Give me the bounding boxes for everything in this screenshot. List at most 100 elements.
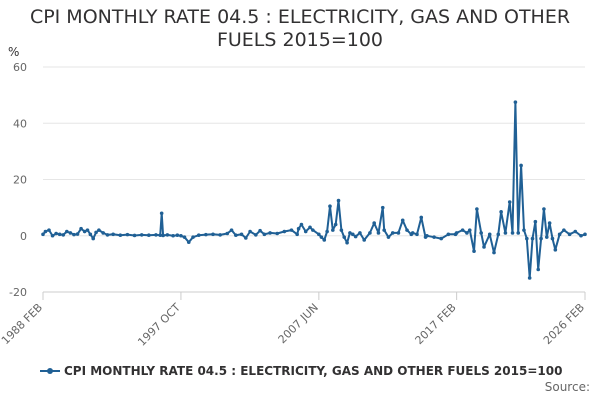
data-point[interactable] [345, 240, 349, 245]
data-point[interactable] [154, 233, 158, 237]
data-point[interactable] [91, 236, 96, 241]
data-point[interactable] [380, 205, 385, 210]
data-point[interactable] [368, 231, 372, 235]
data-point[interactable] [539, 236, 543, 241]
data-point[interactable] [204, 232, 208, 237]
data-point[interactable] [258, 228, 262, 233]
data-point[interactable] [111, 232, 115, 237]
data-point[interactable] [196, 233, 201, 237]
data-point[interactable] [295, 232, 299, 237]
data-point[interactable] [507, 200, 512, 204]
data-point[interactable] [248, 229, 252, 234]
data-point[interactable] [191, 235, 195, 239]
data-point[interactable] [533, 219, 538, 224]
data-point[interactable] [446, 232, 451, 237]
data-point[interactable] [562, 228, 566, 232]
data-point[interactable] [386, 235, 391, 239]
data-point[interactable] [125, 232, 130, 237]
data-point[interactable] [503, 231, 508, 235]
data-point[interactable] [165, 233, 170, 237]
data-point[interactable] [234, 233, 238, 237]
data-point[interactable] [317, 232, 321, 237]
data-point[interactable] [333, 222, 338, 227]
data-point[interactable] [492, 250, 496, 255]
data-point[interactable] [75, 232, 80, 236]
data-point[interactable] [567, 232, 572, 237]
data-point[interactable] [496, 232, 501, 237]
data-point[interactable] [97, 228, 101, 232]
data-point[interactable] [350, 232, 355, 237]
data-point[interactable] [400, 218, 405, 223]
data-point[interactable] [472, 249, 476, 254]
data-point[interactable] [179, 233, 183, 238]
data-point[interactable] [147, 233, 151, 237]
data-point[interactable] [262, 232, 267, 237]
data-point[interactable] [186, 240, 191, 245]
data-point[interactable] [527, 276, 532, 280]
data-point[interactable] [336, 198, 341, 203]
data-point[interactable] [553, 248, 558, 252]
data-point[interactable] [530, 236, 535, 241]
data-point[interactable] [439, 236, 444, 241]
data-point[interactable] [396, 231, 401, 235]
legend[interactable]: CPI MONTHLY RATE 04.5 : ELECTRICITY, GAS… [40, 364, 562, 378]
data-point[interactable] [85, 228, 90, 232]
data-point[interactable] [487, 232, 492, 237]
data-point[interactable] [525, 236, 529, 241]
data-point[interactable] [390, 231, 395, 235]
data-point[interactable] [465, 231, 469, 235]
data-point[interactable] [583, 232, 587, 237]
data-point[interactable] [516, 231, 521, 235]
data-point[interactable] [132, 233, 137, 238]
data-point[interactable] [557, 232, 562, 237]
data-point[interactable] [275, 231, 280, 236]
data-point[interactable] [579, 233, 583, 238]
data-point[interactable] [479, 231, 483, 235]
data-point[interactable] [342, 235, 347, 239]
data-point[interactable] [353, 234, 358, 239]
data-point[interactable] [118, 233, 123, 237]
data-point[interactable] [72, 232, 76, 237]
data-point[interactable] [519, 163, 523, 168]
data-point[interactable] [244, 236, 248, 240]
data-point[interactable] [372, 221, 376, 225]
data-point[interactable] [182, 235, 187, 239]
data-point[interactable] [311, 228, 315, 232]
data-point[interactable] [268, 231, 272, 235]
data-point[interactable] [542, 207, 546, 211]
data-point[interactable] [322, 238, 327, 242]
data-point[interactable] [325, 229, 329, 234]
data-point[interactable] [299, 222, 304, 227]
data-point[interactable] [68, 231, 73, 235]
data-point[interactable] [171, 233, 175, 238]
data-point[interactable] [82, 229, 87, 234]
data-point[interactable] [211, 232, 215, 237]
data-point[interactable] [175, 233, 180, 237]
data-point[interactable] [405, 228, 409, 232]
data-point[interactable] [225, 231, 230, 236]
data-point[interactable] [158, 233, 163, 237]
data-point[interactable] [159, 211, 164, 216]
data-point[interactable] [47, 228, 51, 232]
data-point[interactable] [61, 233, 66, 237]
data-point[interactable] [415, 232, 419, 237]
data-point[interactable] [229, 228, 234, 232]
data-point[interactable] [54, 231, 58, 236]
data-point[interactable] [101, 231, 105, 235]
data-point[interactable] [513, 100, 518, 104]
data-point[interactable] [499, 210, 503, 214]
data-point[interactable] [482, 245, 486, 249]
data-point[interactable] [43, 229, 48, 234]
data-point[interactable] [94, 230, 98, 235]
data-point[interactable] [467, 228, 472, 232]
data-point[interactable] [331, 228, 335, 232]
data-point[interactable] [254, 233, 258, 237]
data-point[interactable] [460, 228, 465, 232]
data-point[interactable] [544, 235, 549, 239]
data-point[interactable] [432, 235, 436, 239]
data-point[interactable] [50, 233, 55, 238]
data-point[interactable] [376, 231, 381, 235]
data-point[interactable] [65, 229, 69, 234]
data-point[interactable] [362, 238, 367, 242]
data-point[interactable] [536, 267, 541, 272]
